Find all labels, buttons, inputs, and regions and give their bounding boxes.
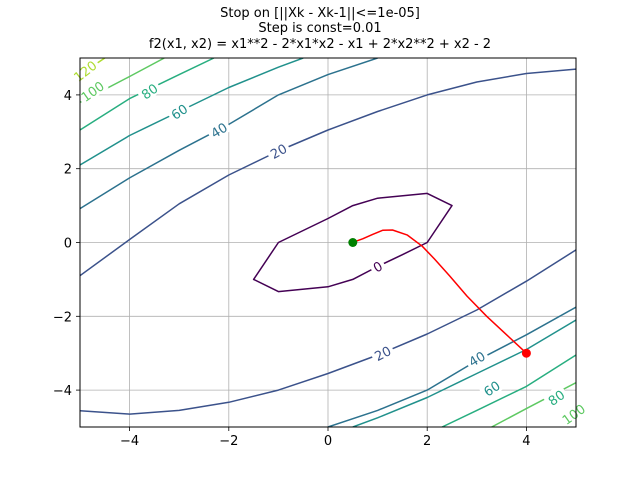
- contour-label-background: [368, 340, 396, 365]
- y-axis-ticks: −4 −2 0 2 4: [53, 89, 80, 399]
- contour-label-background: [556, 398, 590, 429]
- contour-line-80: [441, 354, 576, 427]
- contour-label-background: [264, 137, 292, 163]
- title-line-3: f2(x1, x2) = x1**2 - 2*x1*x2 - x1 + 2*x2…: [149, 37, 491, 52]
- contour-label-background: [462, 345, 490, 371]
- contour-label-background: [204, 116, 232, 142]
- y-tick-label: 2: [64, 163, 72, 178]
- contour-line-0: [252, 192, 453, 293]
- end-point: [348, 238, 358, 247]
- start-point: [521, 348, 531, 358]
- x-tick-label: 2: [423, 434, 431, 449]
- contour-label-background: [477, 374, 505, 401]
- descent-path-layer: [348, 229, 531, 358]
- descent-path-line: [352, 229, 527, 354]
- contour-label-group: 0: [367, 255, 388, 277]
- contour-label: 40: [209, 121, 231, 142]
- y-tick-label: 4: [64, 89, 72, 104]
- x-axis-ticks: −4 −2 0 2 4: [120, 427, 531, 449]
- x-tick-label: 4: [522, 434, 530, 449]
- contour-line-60: [80, 58, 304, 166]
- contour-label-group: 20: [264, 137, 292, 163]
- y-tick-label: −2: [53, 310, 72, 325]
- contour-label-background: [542, 383, 570, 410]
- contour-line-40: [327, 306, 576, 427]
- contour-label: 40: [467, 349, 489, 370]
- contour-label-background: [74, 75, 109, 106]
- y-tick-label: 0: [64, 237, 72, 252]
- contour-line-40: [80, 58, 378, 210]
- contour-label-group: 40: [204, 116, 232, 142]
- contour-label-background: [367, 255, 388, 277]
- grid-lines: [80, 58, 576, 427]
- contour-label: 20: [373, 344, 395, 365]
- y-tick-label: −4: [53, 384, 72, 399]
- title-line-1: Stop on [||Xk - Xk-1||<=1e-05]: [220, 6, 420, 21]
- x-tick-label: 0: [324, 434, 332, 449]
- contour-label-group: 40: [462, 345, 490, 371]
- contour-line-60: [352, 319, 576, 427]
- contour-label-background: [67, 54, 102, 86]
- contour-line-20: [80, 249, 576, 415]
- contour-line-20: [80, 68, 576, 277]
- title-line-2: Step is const=0.01: [258, 21, 381, 36]
- contour-label-background: [165, 97, 193, 124]
- contour-label-background: [135, 77, 163, 104]
- contour-label-group: 20: [368, 340, 396, 365]
- x-tick-label: −2: [219, 434, 238, 449]
- contour-label: 20: [268, 142, 290, 163]
- x-tick-label: −4: [120, 434, 139, 449]
- contour-label-group: 120: [67, 54, 102, 86]
